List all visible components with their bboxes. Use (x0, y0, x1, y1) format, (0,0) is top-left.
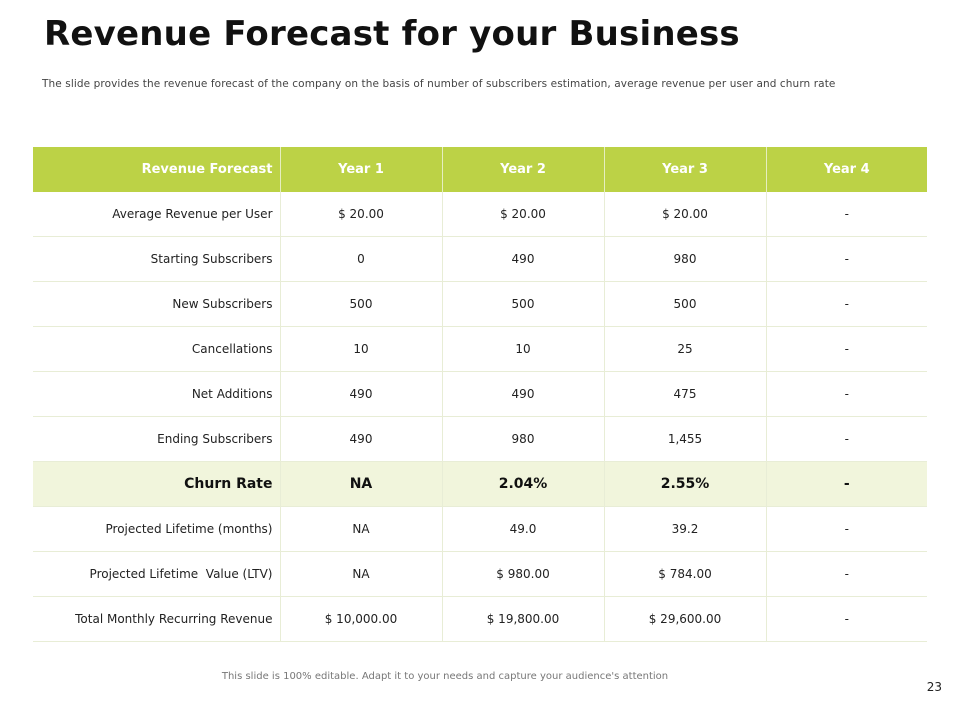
cell-year-4: - (766, 326, 927, 372)
row-label: Net Additions (33, 371, 281, 417)
cell-year-3: 25 (604, 326, 767, 372)
header-year-1: Year 1 (280, 147, 443, 192)
table-row-projected-lifetime-value: Projected Lifetime Value (LTV) NA $ 980.… (33, 551, 927, 597)
footer-note: This slide is 100% editable. Adapt it to… (221, 671, 669, 682)
header-year-3: Year 3 (604, 147, 767, 192)
cell-year-3: $ 29,600.00 (604, 596, 767, 642)
cell-year-2: $ 980.00 (442, 551, 605, 597)
table-row-net-additions: Net Additions 490 490 475 - (33, 371, 927, 417)
cell-year-2: 490 (442, 236, 605, 282)
cell-year-4: - (766, 236, 927, 282)
cell-year-2: 2.04% (442, 461, 605, 507)
cell-year-3: $ 784.00 (604, 551, 767, 597)
cell-year-2: $ 20.00 (442, 192, 605, 237)
cell-year-1: NA (280, 506, 443, 552)
cell-year-1: 490 (280, 416, 443, 462)
cell-year-2: 500 (442, 281, 605, 327)
table-header-row: Revenue Forecast Year 1 Year 2 Year 3 Ye… (33, 147, 927, 192)
table-row-new-subscribers: New Subscribers 500 500 500 - (33, 281, 927, 327)
cell-year-3: 2.55% (604, 461, 767, 507)
cell-year-1: NA (280, 461, 443, 507)
table-row-average-revenue-per-user: Average Revenue per User $ 20.00 $ 20.00… (33, 192, 927, 237)
cell-year-3: 475 (604, 371, 767, 417)
cell-year-4: - (766, 551, 927, 597)
revenue-forecast-table: Revenue Forecast Year 1 Year 2 Year 3 Ye… (33, 147, 927, 642)
row-label: Total Monthly Recurring Revenue (33, 596, 281, 642)
cell-year-1: NA (280, 551, 443, 597)
row-label: Starting Subscribers (33, 236, 281, 282)
row-label: New Subscribers (33, 281, 281, 327)
table-row-cancellations: Cancellations 10 10 25 - (33, 326, 927, 372)
cell-year-2: 980 (442, 416, 605, 462)
page-number: 23 (926, 680, 942, 694)
cell-year-1: 0 (280, 236, 443, 282)
table-row-starting-subscribers: Starting Subscribers 0 490 980 - (33, 236, 927, 282)
cell-year-1: 10 (280, 326, 443, 372)
header-revenue-forecast: Revenue Forecast (33, 147, 281, 192)
cell-year-4: - (766, 506, 927, 552)
cell-year-1: 490 (280, 371, 443, 417)
row-label: Churn Rate (33, 461, 281, 507)
cell-year-3: 39.2 (604, 506, 767, 552)
table-row-churn-rate: Churn Rate NA 2.04% 2.55% - (33, 461, 927, 507)
table-row-ending-subscribers: Ending Subscribers 490 980 1,455 - (33, 416, 927, 462)
row-label: Average Revenue per User (33, 192, 281, 237)
cell-year-3: $ 20.00 (604, 192, 767, 237)
cell-year-3: 500 (604, 281, 767, 327)
cell-year-2: 10 (442, 326, 605, 372)
page-title: Revenue Forecast for your Business (44, 14, 740, 54)
cell-year-3: 1,455 (604, 416, 767, 462)
cell-year-2: $ 19,800.00 (442, 596, 605, 642)
cell-year-2: 490 (442, 371, 605, 417)
cell-year-4: - (766, 192, 927, 237)
cell-year-1: $ 10,000.00 (280, 596, 443, 642)
header-year-2: Year 2 (442, 147, 605, 192)
row-label: Cancellations (33, 326, 281, 372)
cell-year-4: - (766, 461, 927, 507)
cell-year-1: 500 (280, 281, 443, 327)
cell-year-1: $ 20.00 (280, 192, 443, 237)
row-label: Projected Lifetime Value (LTV) (33, 551, 281, 597)
row-label: Projected Lifetime (months) (33, 506, 281, 552)
header-year-4: Year 4 (766, 147, 927, 192)
cell-year-4: - (766, 416, 927, 462)
cell-year-4: - (766, 281, 927, 327)
slide-subtitle: The slide provides the revenue forecast … (42, 78, 836, 90)
cell-year-3: 980 (604, 236, 767, 282)
cell-year-2: 49.0 (442, 506, 605, 552)
table-row-projected-lifetime-months: Projected Lifetime (months) NA 49.0 39.2… (33, 506, 927, 552)
table-row-total-monthly-recurring-revenue: Total Monthly Recurring Revenue $ 10,000… (33, 596, 927, 642)
row-label: Ending Subscribers (33, 416, 281, 462)
cell-year-4: - (766, 596, 927, 642)
cell-year-4: - (766, 371, 927, 417)
